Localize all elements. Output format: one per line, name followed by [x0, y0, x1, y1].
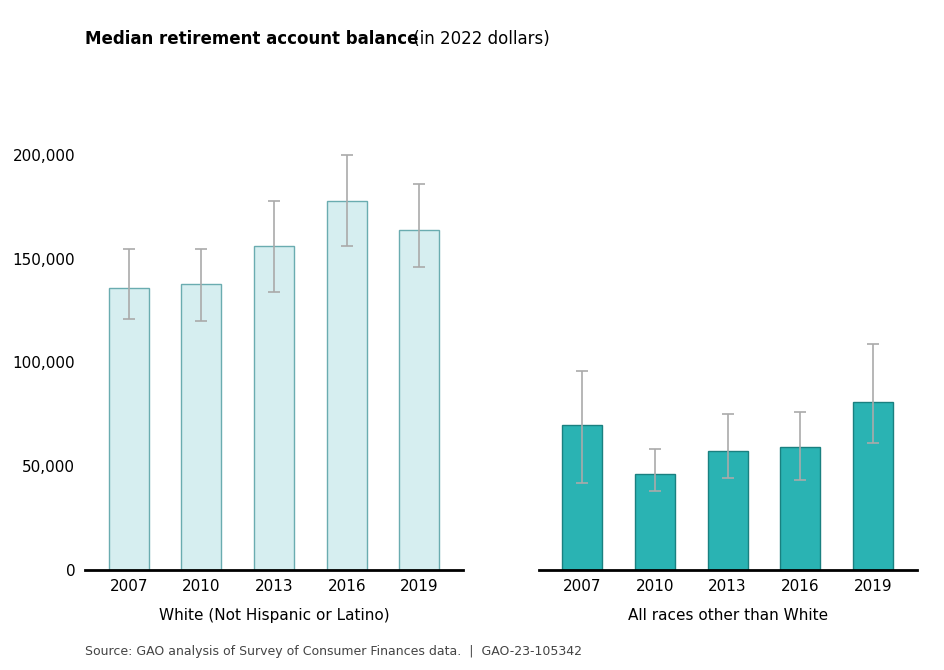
Text: (in 2022 dollars): (in 2022 dollars): [408, 30, 549, 48]
Bar: [562, 425, 601, 570]
Text: Source: GAO analysis of Survey of Consumer Finances data.  |  GAO-23-105342: Source: GAO analysis of Survey of Consum…: [85, 645, 582, 658]
Bar: [852, 402, 892, 570]
Bar: [327, 201, 366, 570]
Bar: [254, 247, 294, 570]
Bar: [399, 230, 439, 570]
X-axis label: All races other than White: All races other than White: [627, 608, 827, 623]
Bar: [780, 448, 819, 570]
Bar: [634, 474, 674, 570]
Bar: [707, 452, 747, 570]
Bar: [181, 283, 221, 570]
Bar: [109, 288, 148, 570]
Text: Median retirement account balance: Median retirement account balance: [85, 30, 418, 48]
X-axis label: White (Not Hispanic or Latino): White (Not Hispanic or Latino): [159, 608, 389, 623]
